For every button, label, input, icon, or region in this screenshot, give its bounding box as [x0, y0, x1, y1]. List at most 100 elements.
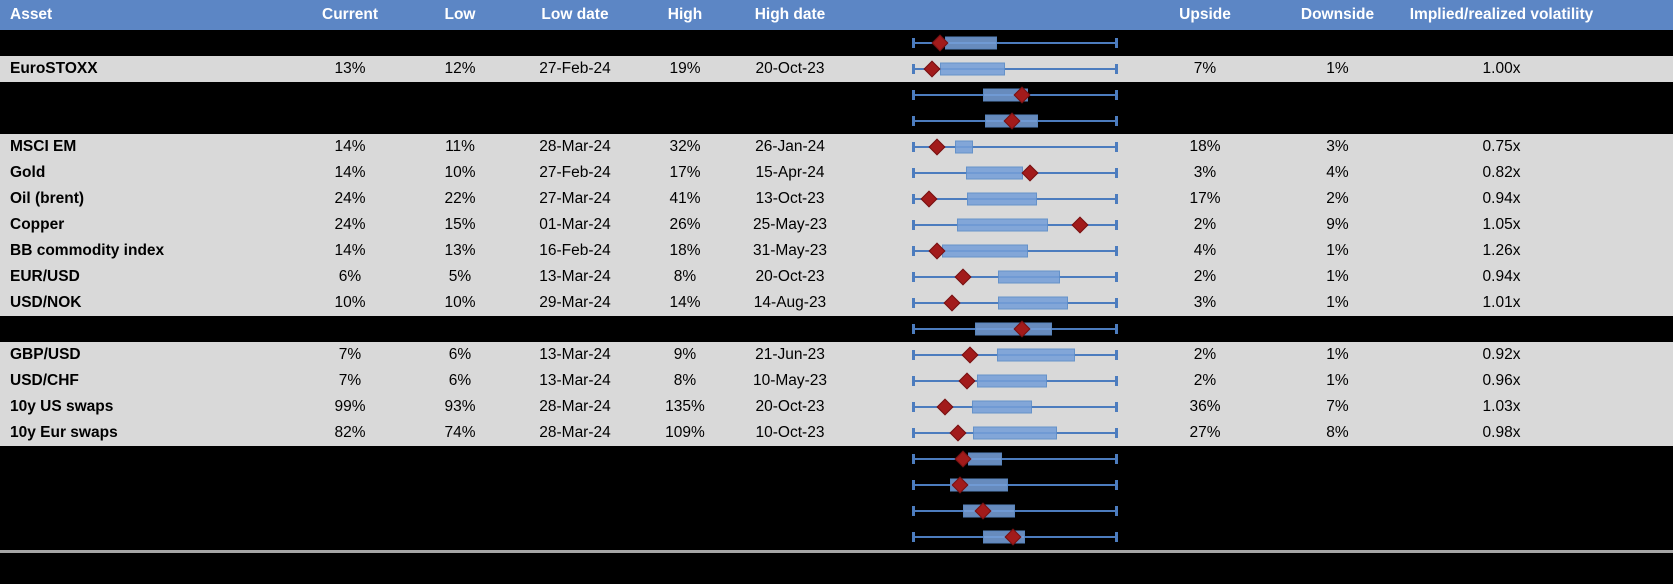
- high-value: 8%: [673, 268, 697, 285]
- high-date-value: 26-Jan-24: [755, 138, 825, 155]
- current-value: 99%: [334, 398, 366, 415]
- boxplot: [912, 316, 1118, 342]
- range-box: [967, 192, 1038, 206]
- whisker-cap-left: [912, 38, 915, 48]
- table-row: GBP/USD 7% 6% 13-Mar-24 9% 21-Jun-23 2% 1% 0.92x: [0, 342, 1673, 368]
- high-value: 8%: [673, 372, 697, 389]
- upside-value: 2%: [1193, 216, 1217, 233]
- high-value: 14%: [669, 294, 701, 311]
- implied-realized-vol-value: 1.00x: [1482, 60, 1521, 77]
- low-value: 11%: [445, 138, 475, 155]
- low-date-value: 13-Mar-24: [539, 346, 611, 363]
- header-high-date: High date: [754, 6, 826, 23]
- spacer-row: [0, 316, 1673, 342]
- table-row: 10y Eur swaps 82% 74% 28-Mar-24 109% 10-Oct-2…: [0, 420, 1673, 446]
- whisker-cap-left: [912, 90, 915, 100]
- whisker-cap-left: [912, 506, 915, 516]
- low-value: 22%: [444, 190, 476, 207]
- boxplot: [912, 212, 1118, 238]
- range-box: [966, 166, 1023, 180]
- high-value: 135%: [665, 398, 705, 415]
- boxplot: [912, 342, 1118, 368]
- high-date-value: 10-Oct-23: [755, 424, 825, 441]
- high-date-value: 20-Oct-23: [755, 398, 825, 415]
- whisker-cap-left: [912, 532, 915, 542]
- header-upside: Upside: [1179, 6, 1231, 23]
- implied-realized-vol-value: 1.05x: [1482, 216, 1521, 233]
- spacer-row: [0, 446, 1673, 472]
- current-marker-diamond-icon: [943, 294, 961, 312]
- table-header-row: Asset Current Low Low date High High dat…: [0, 0, 1673, 30]
- whisker-line: [913, 42, 1117, 44]
- whisker-line: [913, 146, 1117, 148]
- boxplot-cell: [855, 212, 1125, 238]
- downside-value: 7%: [1326, 398, 1349, 415]
- low-date-value: 29-Mar-24: [539, 294, 611, 311]
- downside-value: 1%: [1326, 346, 1349, 363]
- whisker-cap-left: [912, 402, 915, 412]
- low-date-value: 27-Feb-24: [539, 60, 611, 77]
- range-box: [977, 374, 1048, 388]
- downside-value: 8%: [1326, 424, 1349, 441]
- boxplot-cell: [855, 446, 1125, 472]
- spacer-row: [0, 30, 1673, 56]
- whisker-cap-right: [1115, 376, 1118, 386]
- low-value: 13%: [444, 242, 476, 259]
- implied-realized-vol-value: 1.01x: [1482, 294, 1521, 311]
- low-date-value: 28-Mar-24: [539, 424, 611, 441]
- current-marker-diamond-icon: [923, 60, 941, 78]
- high-date-value: 20-Oct-23: [755, 60, 825, 77]
- low-date-value: 16-Feb-24: [539, 242, 611, 259]
- low-date-value: 01-Mar-24: [539, 216, 611, 233]
- whisker-cap-right: [1115, 90, 1118, 100]
- low-value: 12%: [444, 60, 476, 77]
- spacer-row: [0, 472, 1673, 498]
- implied-realized-vol-value: 1.26x: [1482, 242, 1521, 259]
- low-value: 5%: [448, 268, 472, 285]
- whisker-cap-right: [1115, 246, 1118, 256]
- upside-value: 2%: [1193, 346, 1217, 363]
- asset-name: GBP/USD: [10, 346, 81, 363]
- bottom-separator-line: [0, 550, 1673, 553]
- table-row: MSCI EM 14% 11% 28-Mar-24 32% 26-Jan-24 18% 3% 0…: [0, 134, 1673, 160]
- range-box: [998, 296, 1069, 310]
- high-date-value: 20-Oct-23: [755, 268, 825, 285]
- table-row: EUR/USD 6% 5% 13-Mar-24 8% 20-Oct-23 2% 1% 0.94x: [0, 264, 1673, 290]
- low-value: 10%: [444, 164, 476, 181]
- high-date-value: 13-Oct-23: [755, 190, 825, 207]
- whisker-cap-left: [912, 64, 915, 74]
- low-value: 6%: [448, 346, 472, 363]
- high-date-value: 25-May-23: [752, 216, 828, 233]
- downside-value: 1%: [1326, 242, 1349, 259]
- current-value: 7%: [338, 346, 362, 363]
- boxplot: [912, 134, 1118, 160]
- current-value: 6%: [338, 268, 362, 285]
- boxplot-cell: [855, 368, 1125, 394]
- upside-value: 7%: [1193, 60, 1217, 77]
- range-box: [945, 36, 998, 50]
- whisker-cap-left: [912, 168, 915, 178]
- current-marker-diamond-icon: [928, 138, 946, 156]
- whisker-line: [913, 68, 1117, 70]
- boxplot-cell: [855, 316, 1125, 342]
- boxplot-cell: [855, 82, 1125, 108]
- current-value: 14%: [334, 242, 366, 259]
- current-value: 14%: [334, 164, 366, 181]
- high-value: 109%: [665, 424, 705, 441]
- whisker-cap-left: [912, 428, 915, 438]
- high-value: 32%: [669, 138, 701, 155]
- high-date-value: 21-Jun-23: [755, 346, 825, 363]
- current-marker-diamond-icon: [954, 268, 972, 286]
- low-date-value: 13-Mar-24: [539, 372, 611, 389]
- high-value: 18%: [669, 242, 701, 259]
- whisker-cap-left: [912, 454, 915, 464]
- asset-name: Copper: [10, 216, 65, 233]
- boxplot-cell: [855, 524, 1125, 550]
- whisker-cap-left: [912, 298, 915, 308]
- boxplot-cell: [855, 498, 1125, 524]
- whisker-line: [913, 484, 1117, 486]
- boxplot: [912, 524, 1118, 550]
- high-value: 17%: [669, 164, 701, 181]
- range-box: [955, 140, 973, 154]
- low-value: 74%: [444, 424, 476, 441]
